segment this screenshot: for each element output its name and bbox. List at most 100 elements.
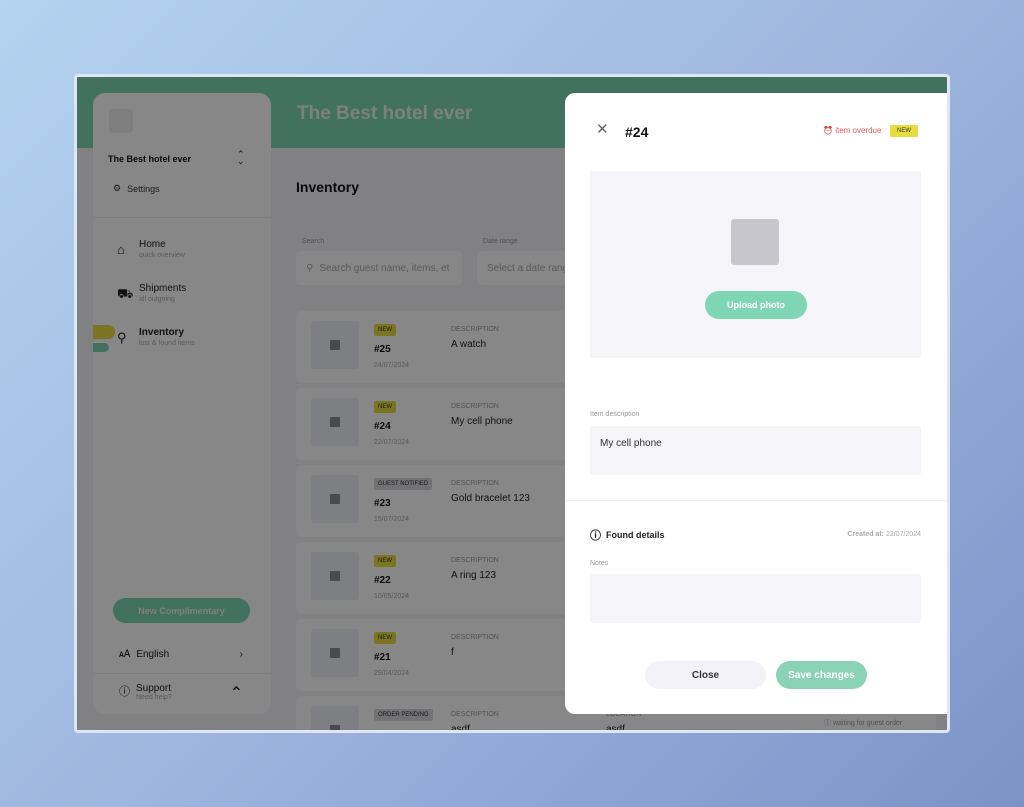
order-status: ⓘ waiting for guest order	[824, 720, 903, 727]
app-window: The Best hotel ever The Best hotel ever …	[74, 74, 950, 733]
gear-icon: ⚙	[113, 183, 122, 193]
image-placeholder-icon	[731, 219, 779, 265]
image-icon	[330, 417, 340, 427]
date-label: Date range	[483, 238, 518, 245]
sidebar-item-inventory[interactable]: ⚲ Inventory lost & found items	[117, 327, 195, 347]
chevron-up-icon: ⌃	[229, 685, 243, 702]
sub: all outgoing	[139, 296, 175, 303]
info-icon: ⓘ	[119, 686, 130, 698]
label: Shipments	[139, 283, 187, 294]
search-input[interactable]: ⚲ Search guest name, items, et	[296, 251, 462, 285]
chevron-right-icon: ›	[239, 649, 243, 660]
image-icon	[330, 648, 340, 658]
created-value: 22/07/2024	[885, 531, 921, 538]
description-value: f	[451, 647, 454, 658]
description-value: A ring 123	[451, 570, 497, 581]
hotel-switch-icon[interactable]: ⌃ ⌄	[237, 149, 245, 166]
hotel-name[interactable]: The Best hotel ever	[108, 154, 192, 164]
notes-input[interactable]	[590, 574, 921, 623]
logo	[109, 109, 133, 133]
item-thumbnail	[311, 552, 359, 600]
item-date: 24/07/2024	[374, 362, 410, 369]
description-value: Gold bracelet 123	[451, 493, 530, 504]
sub: quick overview	[139, 252, 185, 259]
description-label: DESCRIPTION	[451, 480, 499, 487]
item-thumbnail	[311, 706, 359, 730]
save-changes-button[interactable]: Save changes	[776, 661, 867, 689]
upload-photo-button[interactable]: Upload photo	[705, 291, 807, 319]
item-date: 15/07/2024	[374, 516, 410, 523]
item-id: #21	[374, 652, 391, 663]
item-thumbnail	[311, 398, 359, 446]
item-modal: ✕ #24 ⏰ item overdue NEW Upload photo It…	[565, 93, 947, 714]
created-at: Created at: 22/07/2024	[847, 531, 921, 538]
truck-icon: ⛟	[117, 286, 134, 301]
search-placeholder: Search guest name, items, et	[319, 262, 450, 274]
language-label: English	[136, 649, 170, 660]
image-icon	[330, 340, 340, 350]
item-thumbnail	[311, 321, 359, 369]
app-title: The Best hotel ever	[297, 103, 473, 124]
item-id: #22	[374, 575, 391, 586]
home-icon: ⌂	[117, 242, 125, 257]
support-label: Support	[136, 683, 172, 694]
active-indicator	[93, 343, 109, 352]
location-value: asdf	[606, 724, 625, 733]
search-label: Search	[302, 238, 325, 245]
photo-area: Upload photo	[590, 171, 921, 358]
overdue-status: ⏰ item overdue	[823, 126, 881, 135]
found-label: Found details	[606, 530, 665, 540]
description-value: asdf	[451, 724, 470, 733]
location-label: LOCATION	[606, 711, 642, 718]
new-complimentary-button[interactable]: New Complimentary	[113, 598, 250, 623]
status-text: waiting for guest order	[832, 720, 903, 727]
found-details-heading: ⓘ Found details	[590, 527, 665, 543]
status-badge: NEW	[374, 555, 396, 567]
info-icon: ⓘ	[590, 530, 601, 542]
close-icon[interactable]: ✕	[596, 121, 609, 138]
image-icon	[330, 494, 340, 504]
close-button[interactable]: Close	[645, 661, 766, 689]
status-badge: NEW	[374, 632, 396, 644]
image-icon	[330, 571, 340, 581]
status-badge: NEW	[374, 401, 396, 413]
created-label: Created at:	[847, 531, 884, 538]
status-badge: ORDER PENDING	[374, 709, 433, 721]
active-indicator	[93, 325, 115, 339]
settings-label: Settings	[127, 183, 160, 194]
item-thumbnail	[311, 475, 359, 523]
settings-link[interactable]: ⚙ Settings	[113, 183, 160, 194]
description-label: DESCRIPTION	[451, 634, 499, 641]
description-label: DESCRIPTION	[451, 326, 499, 333]
support-section[interactable]: ⓘ Support Need help? ⌃	[119, 683, 243, 703]
translate-icon: 🗚	[119, 649, 131, 660]
label: Home	[139, 239, 166, 250]
sub: lost & found items	[139, 340, 195, 347]
language-selector[interactable]: 🗚 English ›	[119, 649, 243, 660]
search-icon: ⚲	[117, 330, 127, 345]
item-date: 29/04/2024	[374, 670, 410, 677]
description-label: DESCRIPTION	[451, 557, 499, 564]
status-badge: NEW	[374, 324, 396, 336]
alarm-icon: ⏰	[823, 126, 833, 135]
divider	[565, 500, 947, 501]
item-date: 22/07/2024	[374, 439, 410, 446]
page-title: Inventory	[296, 179, 360, 195]
sidebar-item-home[interactable]: ⌂ Home quick overview	[117, 239, 185, 259]
sidebar: The Best hotel ever ⌃ ⌄ ⚙ Settings ⌂ Home qu…	[93, 93, 271, 714]
description-value: My cell phone	[451, 416, 513, 427]
sidebar-item-shipments[interactable]: ⛟ Shipments all outgoing	[117, 283, 186, 304]
description-input[interactable]: My cell phone	[590, 426, 921, 475]
date-placeholder: Select a date range	[487, 262, 574, 274]
description-label: DESCRIPTION	[451, 711, 499, 718]
description-value: A watch	[451, 339, 487, 350]
modal-title: #24	[625, 124, 649, 140]
description-label: Item description	[590, 411, 640, 418]
status-badge: GUEST NOTIFIED	[374, 478, 433, 490]
support-sub: Need help?	[136, 694, 172, 701]
notes-label: Notes	[590, 560, 609, 567]
image-icon	[330, 725, 340, 730]
description-label: DESCRIPTION	[451, 403, 499, 410]
search-icon: ⚲	[306, 262, 314, 274]
divider	[93, 673, 271, 674]
